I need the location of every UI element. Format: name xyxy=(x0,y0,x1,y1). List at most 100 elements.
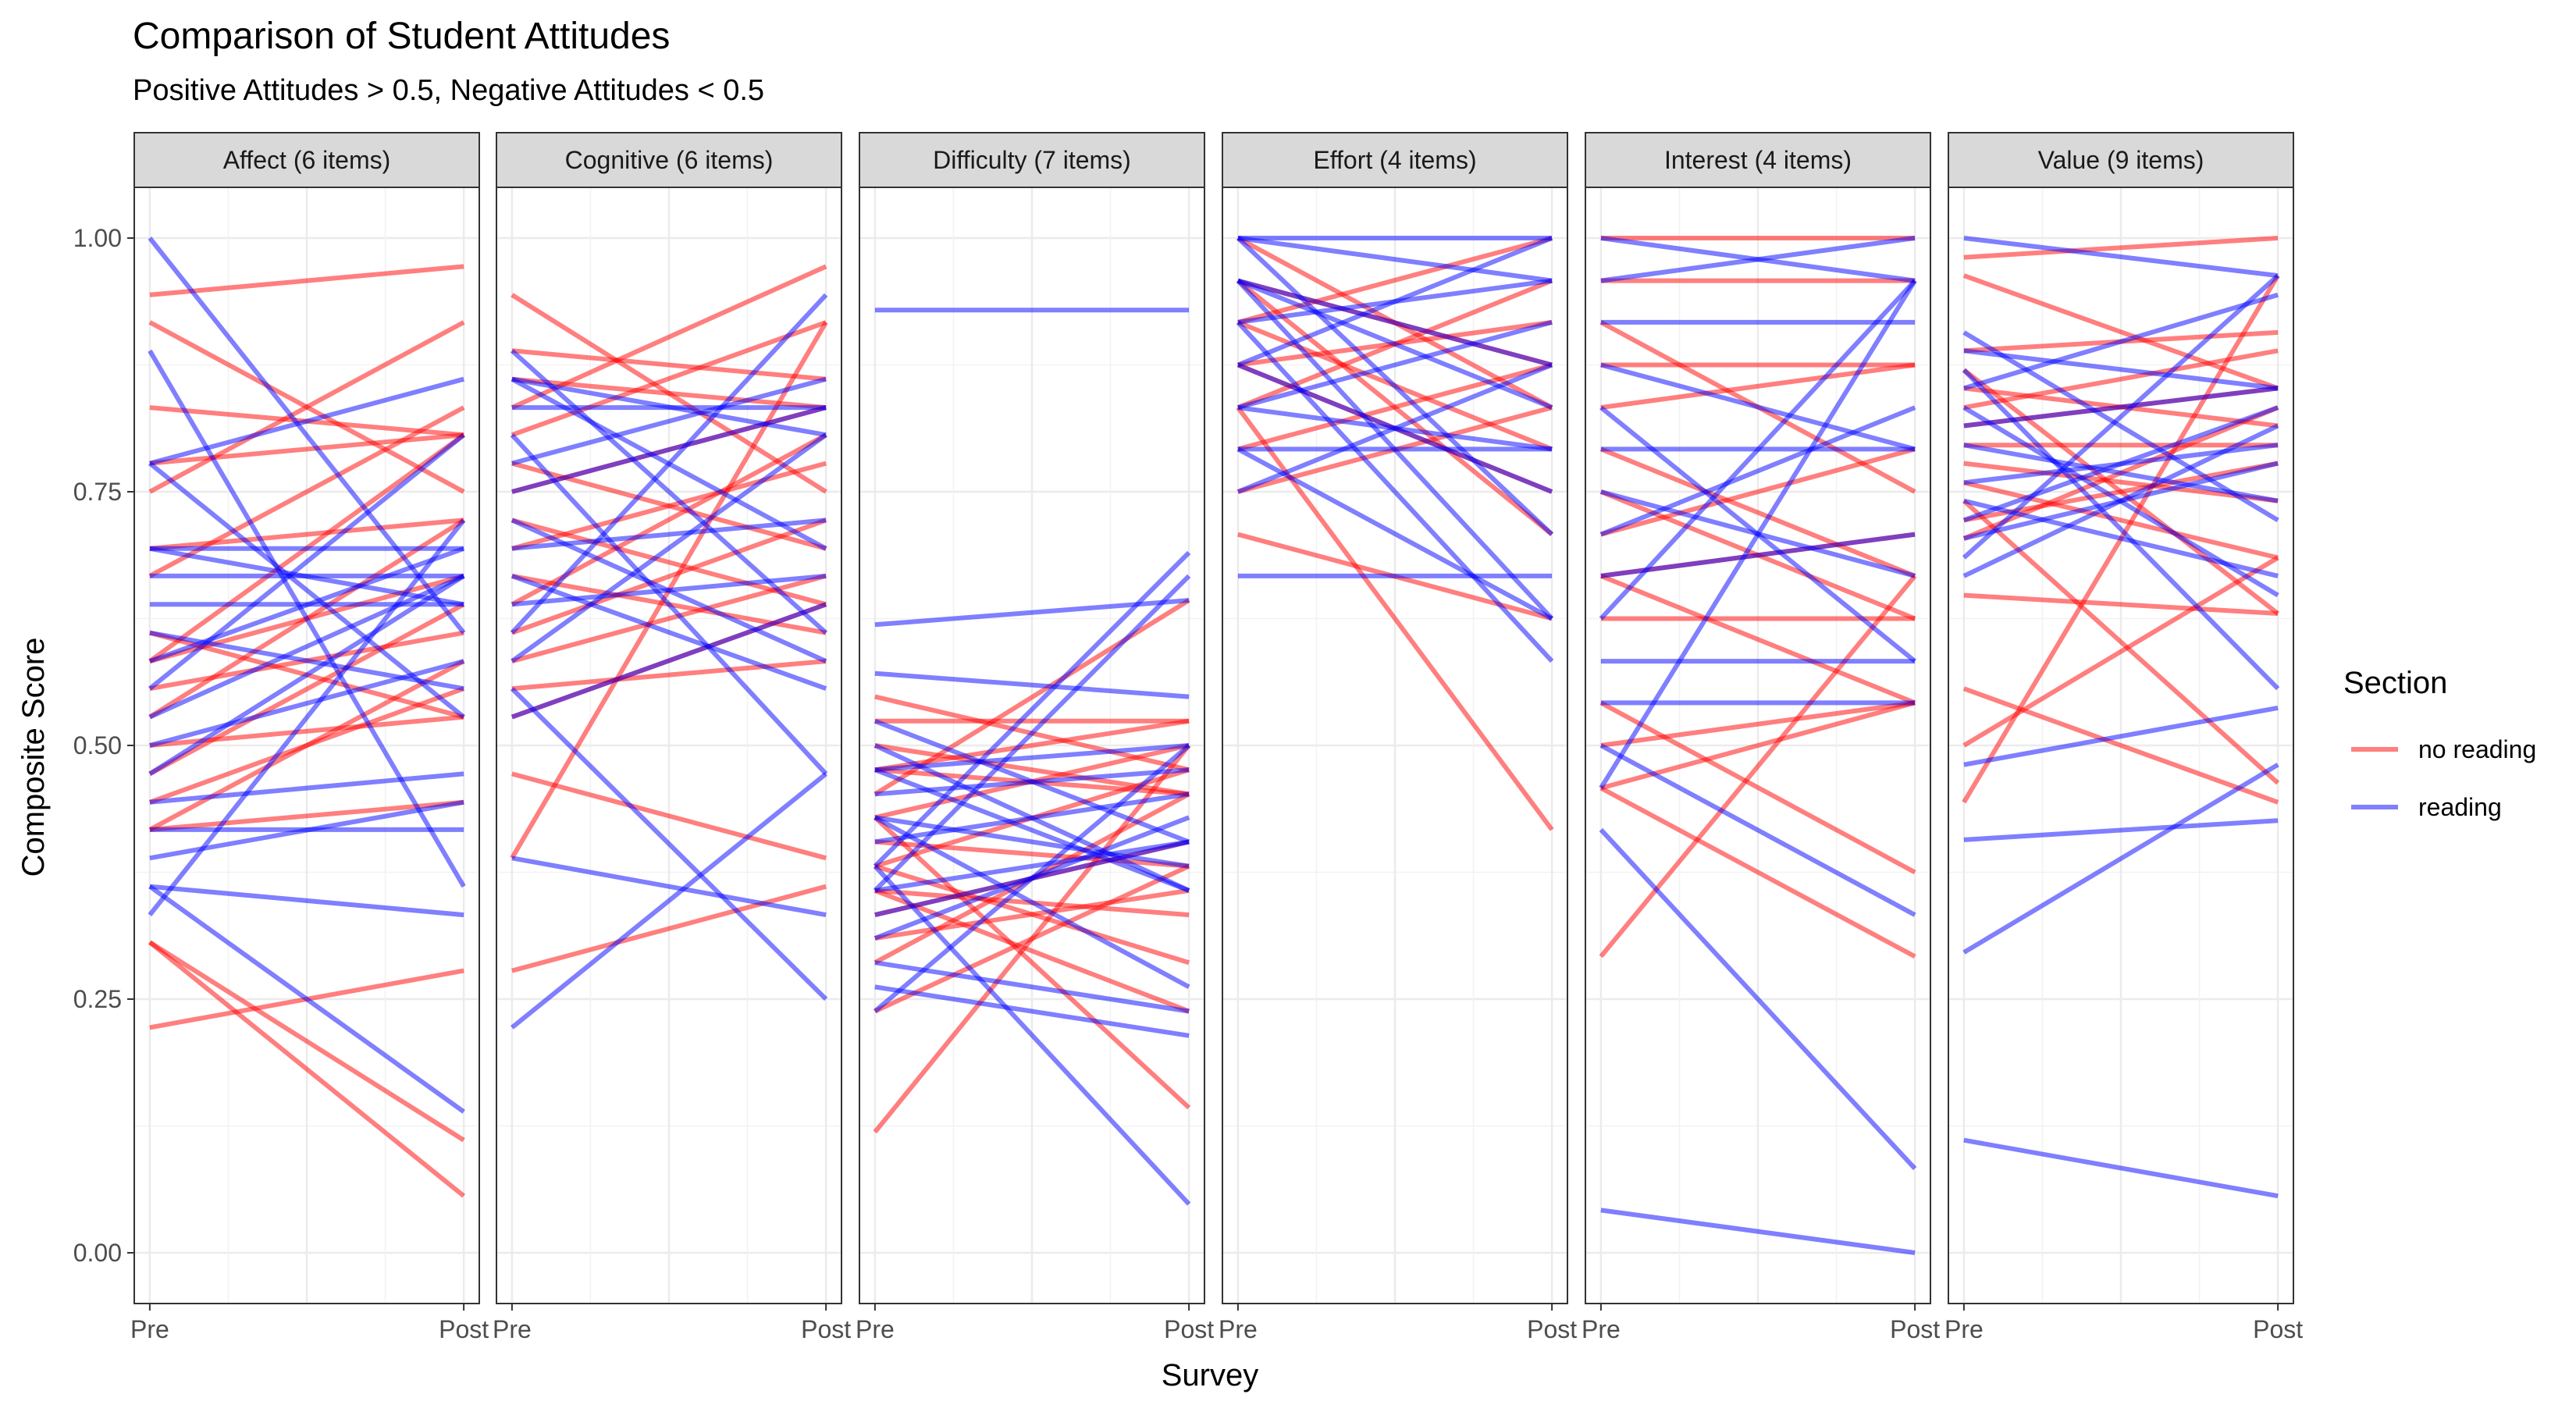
chart-title: Comparison of Student Attitudes xyxy=(133,16,670,57)
facet-panel: Cognitive (6 items) Pre Post xyxy=(493,132,851,1343)
chart-subtitle: Positive Attitudes > 0.5, Negative Attit… xyxy=(133,74,764,107)
series-line xyxy=(1962,368,2280,691)
y-tick-label: 0.25 xyxy=(73,985,122,1013)
series-line xyxy=(149,518,464,551)
series-line xyxy=(1963,236,2279,260)
series-line xyxy=(1962,763,2279,955)
series-line xyxy=(874,718,1190,773)
series-line xyxy=(1237,236,1553,325)
series-line xyxy=(1963,292,2279,391)
series-line xyxy=(1599,405,1916,537)
panel-border xyxy=(859,187,1205,1304)
series-line xyxy=(511,884,827,973)
series-line xyxy=(148,518,466,916)
series-line xyxy=(149,376,464,466)
series-line xyxy=(149,432,464,466)
series-line xyxy=(511,573,827,607)
series-line xyxy=(1236,320,1554,663)
series-line xyxy=(1963,386,2279,429)
series-line xyxy=(1963,236,2279,279)
strip-background xyxy=(1222,132,1568,188)
series-line xyxy=(874,839,1190,893)
series-line xyxy=(873,744,1191,1134)
series-line xyxy=(873,550,1191,868)
strip-background xyxy=(1948,132,2294,188)
series-line xyxy=(149,659,464,748)
series-line xyxy=(511,574,827,663)
series-line xyxy=(511,518,827,551)
series-line xyxy=(149,264,464,297)
series-line xyxy=(511,602,827,720)
series-line xyxy=(1962,499,2280,785)
series-line xyxy=(1600,700,1916,748)
x-tick-label: Post xyxy=(1890,1315,1940,1343)
y-tick-label: 0.75 xyxy=(73,478,122,506)
facet-panel: Effort (4 items) Pre Post xyxy=(1219,132,1577,1343)
facet-panel: Value (9 items) Pre Post xyxy=(1944,132,2303,1343)
strip-background xyxy=(496,132,842,188)
series-line xyxy=(148,574,465,776)
series-line xyxy=(511,405,827,494)
x-tick-label: Post xyxy=(1527,1315,1577,1343)
series-line xyxy=(1236,279,1553,536)
series-line xyxy=(1599,785,1916,959)
x-tick-label: Pre xyxy=(1582,1315,1621,1343)
series-line xyxy=(1599,446,1916,578)
series-line xyxy=(1963,818,2279,842)
legend-title: Section xyxy=(2343,666,2447,700)
series-line xyxy=(873,864,1191,1206)
facet-panel: Interest (4 items) Pre Post xyxy=(1582,132,1940,1343)
series-line xyxy=(1237,236,1553,283)
series-line xyxy=(148,659,465,832)
series-line xyxy=(148,432,465,691)
series-line xyxy=(873,815,1190,990)
series-line xyxy=(1962,686,2279,805)
series-line xyxy=(510,293,828,635)
strip-label: Affect (6 items) xyxy=(223,146,391,174)
series-line xyxy=(148,602,465,777)
series-line xyxy=(1963,1137,2279,1199)
panel-border xyxy=(1222,187,1568,1304)
strip-background xyxy=(859,132,1205,188)
series-line xyxy=(510,433,828,776)
x-tick-label: Pre xyxy=(856,1315,895,1343)
strip-label: Difficulty (7 items) xyxy=(933,146,1131,174)
series-line xyxy=(510,687,828,1001)
x-tick-label: Post xyxy=(1164,1315,1214,1343)
series-line xyxy=(1962,405,2279,523)
strip-label: Effort (4 items) xyxy=(1313,146,1476,174)
series-line xyxy=(148,320,465,494)
strip-label: Interest (4 items) xyxy=(1664,146,1852,174)
series-line xyxy=(511,771,827,861)
x-tick-label: Post xyxy=(801,1315,851,1343)
x-tick-label: Pre xyxy=(130,1315,169,1343)
panel-border xyxy=(496,187,842,1304)
series-line xyxy=(873,743,1191,1013)
series-line xyxy=(1962,273,2280,560)
series-line xyxy=(511,320,827,438)
series-line xyxy=(1963,348,2279,391)
series-line xyxy=(148,940,465,1143)
series-line xyxy=(511,264,827,410)
series-line xyxy=(1236,446,1553,621)
series-line xyxy=(1600,236,1916,283)
series-line xyxy=(1237,278,1553,368)
series-line xyxy=(149,771,464,805)
series-line xyxy=(148,884,465,1114)
series-line xyxy=(1599,700,1916,875)
series-line xyxy=(1599,279,1917,790)
facet-panels: Affect (6 items)Pre Post0.000.250.500.751… xyxy=(73,132,2303,1343)
series-line xyxy=(1236,278,1553,410)
series-line xyxy=(1600,532,1916,578)
series-line xyxy=(1599,279,1917,621)
series-line xyxy=(1600,446,1916,537)
series-line xyxy=(1600,1208,1916,1255)
series-line xyxy=(511,518,827,635)
series-line xyxy=(1963,592,2279,616)
panel-border xyxy=(1585,187,1931,1304)
x-tick-label: Pre xyxy=(1944,1315,1984,1343)
series-line xyxy=(1599,574,1917,959)
series-line xyxy=(511,461,827,551)
